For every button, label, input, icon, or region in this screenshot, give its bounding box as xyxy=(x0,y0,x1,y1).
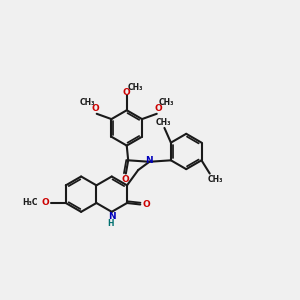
Text: O: O xyxy=(42,198,50,207)
Text: CH₃: CH₃ xyxy=(127,83,143,92)
Text: O: O xyxy=(143,200,151,209)
Text: O: O xyxy=(123,88,130,97)
Text: H: H xyxy=(107,218,113,227)
Text: O: O xyxy=(121,175,129,184)
Text: O: O xyxy=(154,104,162,113)
Text: O: O xyxy=(92,104,99,113)
Text: CH₃: CH₃ xyxy=(207,175,223,184)
Text: CH₃: CH₃ xyxy=(158,98,174,107)
Text: CH₃: CH₃ xyxy=(80,98,95,107)
Text: H₃C: H₃C xyxy=(22,198,38,207)
Text: N: N xyxy=(108,212,116,221)
Text: N: N xyxy=(146,156,153,165)
Text: CH₃: CH₃ xyxy=(155,118,171,127)
